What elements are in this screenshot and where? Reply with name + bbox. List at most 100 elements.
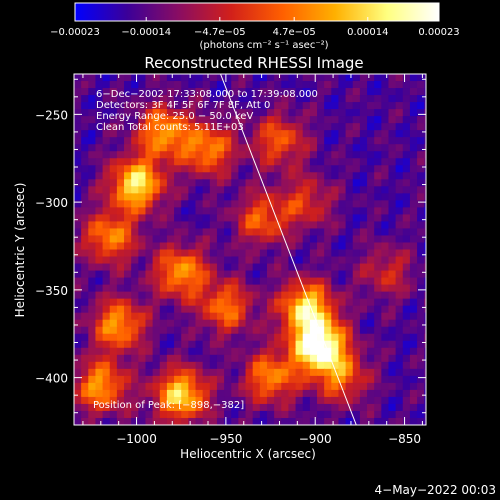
heatmap-pixel: [238, 151, 247, 159]
heatmap-pixel: [124, 137, 132, 145]
heatmap-pixel: [81, 165, 89, 173]
heatmap-pixel: [145, 137, 154, 145]
heatmap-pixel: [302, 403, 311, 412]
heatmap-pixel: [102, 81, 111, 89]
heatmap-pixel: [159, 186, 168, 194]
heatmap-pixel: [138, 277, 147, 286]
heatmap-pixel: [188, 277, 197, 286]
heatmap-pixel: [402, 368, 411, 377]
heatmap-pixel: [359, 417, 368, 425]
heatmap-pixel: [295, 410, 304, 419]
heatmap-pixel: [402, 361, 411, 370]
heatmap-pixel: [138, 333, 147, 342]
heatmap-pixel: [388, 403, 397, 412]
heatmap-pixel: [216, 368, 225, 377]
heatmap-pixel: [124, 193, 132, 201]
heatmap-pixel: [238, 179, 247, 187]
heatmap-pixel: [252, 291, 261, 300]
heatmap-pixel: [174, 382, 182, 391]
heatmap-pixel: [231, 389, 239, 398]
heatmap-pixel: [259, 88, 268, 96]
heatmap-pixel: [295, 340, 304, 349]
heatmap-pixel: [309, 256, 318, 265]
heatmap-pixel: [102, 95, 111, 103]
heatmap-pixel: [116, 179, 125, 187]
heatmap-pixel: [181, 291, 189, 300]
heatmap-pixel: [359, 214, 368, 223]
heatmap-pixel: [195, 410, 204, 419]
heatmap-pixel: [417, 326, 425, 335]
heatmap-pixel: [252, 193, 261, 201]
heatmap-pixel: [352, 109, 361, 117]
heatmap-pixel: [388, 137, 397, 145]
heatmap-pixel: [145, 116, 154, 124]
heatmap-pixel: [245, 333, 254, 342]
heatmap-pixel: [152, 207, 161, 215]
heatmap-pixel: [388, 263, 397, 272]
heatmap-pixel: [374, 382, 382, 391]
heatmap-pixel: [109, 361, 118, 370]
heatmap-pixel: [331, 144, 340, 152]
heatmap-pixel: [181, 144, 189, 152]
heatmap-pixel: [81, 326, 89, 335]
heatmap-pixel: [102, 207, 111, 215]
heatmap-pixel: [109, 396, 118, 405]
heatmap-pixel: [95, 340, 104, 349]
heatmap-pixel: [95, 256, 104, 265]
heatmap-pixel: [331, 389, 340, 398]
heatmap-pixel: [359, 116, 368, 124]
heatmap-pixel: [159, 214, 168, 223]
heatmap-pixel: [281, 375, 290, 384]
heatmap-pixel: [409, 354, 418, 363]
heatmap-pixel: [402, 95, 411, 103]
heatmap-pixel: [409, 375, 418, 384]
heatmap-pixel: [74, 235, 82, 244]
heatmap-pixel: [395, 270, 404, 279]
heatmap-pixel: [159, 123, 168, 131]
heatmap-pixel: [288, 249, 297, 258]
heatmap-pixel: [88, 102, 97, 110]
heatmap-pixel: [188, 102, 197, 110]
heatmap-pixel: [224, 326, 232, 335]
heatmap-pixel: [288, 179, 297, 187]
heatmap-pixel: [281, 102, 290, 110]
heatmap-pixel: [152, 74, 161, 82]
heatmap-pixel: [95, 130, 104, 138]
heatmap-pixel: [345, 102, 354, 110]
heatmap-pixel: [188, 263, 197, 272]
heatmap-pixel: [345, 137, 354, 145]
heatmap-pixel: [417, 172, 425, 180]
heatmap-pixel: [309, 95, 318, 103]
heatmap-pixel: [288, 144, 297, 152]
heatmap-pixel: [381, 389, 390, 398]
heatmap-pixel: [338, 235, 347, 244]
heatmap-pixel: [195, 256, 204, 265]
heatmap-pixel: [145, 249, 154, 258]
heatmap-pixel: [159, 312, 168, 321]
heatmap-pixel: [266, 235, 275, 244]
heatmap-pixel: [131, 102, 139, 110]
heatmap-pixel: [95, 403, 104, 412]
heatmap-pixel: [202, 305, 211, 314]
heatmap-pixel: [274, 137, 282, 145]
heatmap-pixel: [181, 242, 189, 251]
heatmap-pixel: [224, 102, 232, 110]
heatmap-pixel: [231, 347, 239, 356]
heatmap-pixel: [374, 221, 382, 230]
heatmap-pixel: [359, 361, 368, 370]
heatmap-pixel: [309, 249, 318, 258]
heatmap-pixel: [74, 417, 82, 425]
heatmap-pixel: [424, 81, 426, 89]
heatmap-pixel: [424, 277, 426, 286]
heatmap-pixel: [409, 417, 418, 425]
heatmap-pixel: [259, 319, 268, 328]
heatmap-pixel: [224, 221, 232, 230]
heatmap-pixel: [352, 305, 361, 314]
heatmap-pixel: [309, 270, 318, 279]
heatmap-pixel: [116, 137, 125, 145]
heatmap-pixel: [424, 340, 426, 349]
heatmap-pixel: [109, 382, 118, 391]
heatmap-pixel: [166, 102, 175, 110]
heatmap-pixel: [302, 242, 311, 251]
heatmap-pixel: [345, 235, 354, 244]
